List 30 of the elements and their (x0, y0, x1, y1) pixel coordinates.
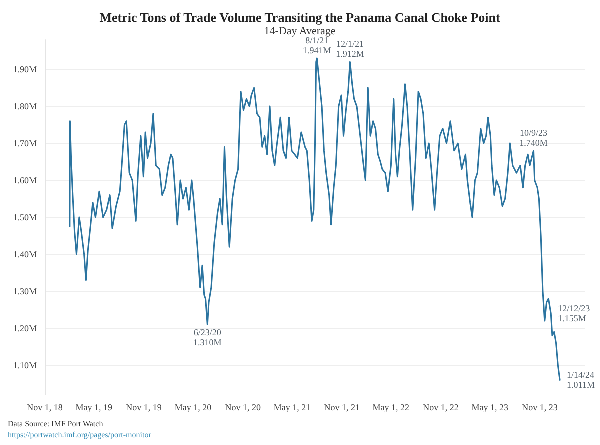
x-tick-label: Nov 1, 21 (324, 402, 360, 412)
y-tick-label: 1.50M (13, 212, 37, 222)
x-tick-label: May 1, 19 (76, 402, 113, 412)
x-tick-label: Nov 1, 19 (126, 402, 162, 412)
x-tick-label: Nov 1, 23 (522, 402, 558, 412)
x-tick-label: Nov 1, 20 (225, 402, 262, 412)
x-tick-label: May 1, 23 (472, 402, 509, 412)
y-tick-label: 1.60M (13, 176, 37, 186)
y-tick-label: 1.40M (13, 249, 37, 260)
x-tick-label: Nov 1, 18 (27, 402, 64, 412)
x-tick-label: May 1, 21 (274, 402, 311, 412)
x-tick-label: May 1, 20 (174, 402, 212, 412)
annotation: 12/12/23 1.155M (558, 304, 591, 324)
annotation: 12/1/21 1.912M (336, 39, 364, 60)
text: https://portwatch.imf.org/pages/port-monitor (8, 430, 152, 440)
annotation: 6/23/20 1.310M (194, 328, 222, 348)
y-tick-label: 1.20M (13, 323, 37, 334)
annotation: 10/9/23 1.740M (520, 128, 548, 148)
line-series (69, 58, 561, 381)
y-tick-label: 1.30M (13, 286, 37, 296)
chart-subtitle: 14-Day Average (264, 26, 336, 38)
y-tick-label: 1.70M (13, 138, 37, 149)
y-tick-label: 1.80M (13, 102, 37, 112)
y-tick-label: 1.10M (13, 360, 37, 370)
source-note: Data Source: IMF Port Watch (8, 420, 104, 428)
annotation: 1/14/24 1.011M (567, 370, 596, 390)
chart-title: Metric Tons of Trade Volume Transiting the Panama Canal Choke Point (100, 10, 501, 25)
x-tick-label: May 1, 22 (372, 402, 410, 412)
y-tick-label: 1.90M (13, 64, 37, 75)
x-tick-label: Nov 1, 22 (423, 402, 459, 412)
